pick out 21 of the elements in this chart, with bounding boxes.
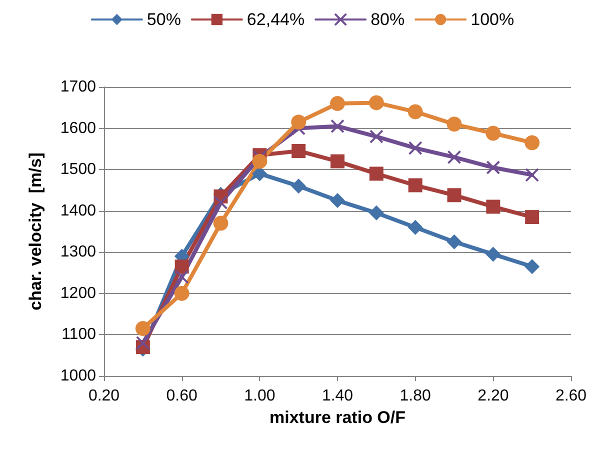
y-tick-label: 1700 xyxy=(60,78,96,96)
x-tick-label: 1.80 xyxy=(400,388,432,404)
x-tick-label: 2.60 xyxy=(555,388,587,404)
x-axis-title: mixture ratio O/F xyxy=(269,408,406,427)
y-tick-label: 1100 xyxy=(62,326,96,344)
y-tick-label: 1300 xyxy=(60,244,96,261)
x-tick-label: 2.20 xyxy=(478,388,509,404)
x-tick-label: 1.00 xyxy=(244,388,276,404)
y-tick-label: 1600 xyxy=(60,120,96,137)
legend-label: 100% xyxy=(470,10,514,29)
y-axis-title: char. velocity [m/s] xyxy=(26,152,45,310)
x-tick-label: 1.40 xyxy=(322,388,354,404)
y-tick-label: 1500 xyxy=(60,161,96,178)
legend-label: 80% xyxy=(370,10,405,29)
legend-label: 50% xyxy=(146,10,181,29)
x-tick-label: 0.60 xyxy=(166,388,198,404)
legend-label: 62,44% xyxy=(246,10,305,29)
x-tick-label: 0.20 xyxy=(88,388,120,404)
y-tick-label: 1400 xyxy=(60,202,96,220)
y-tick-label: 1000 xyxy=(60,368,96,384)
y-tick-label: 1200 xyxy=(60,284,96,302)
